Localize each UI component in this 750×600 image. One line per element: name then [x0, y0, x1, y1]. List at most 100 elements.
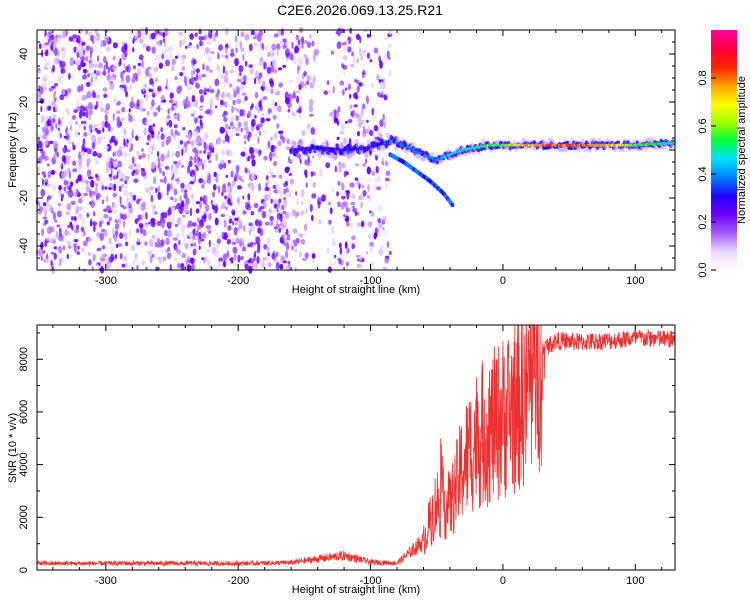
spectrogram-noise-blob	[304, 252, 309, 259]
spectrogram-noise-blob	[146, 110, 150, 117]
spectrogram-noise-blob	[198, 115, 203, 119]
spectrogram-noise-blob	[119, 253, 123, 260]
spectrogram-noise-blob	[285, 177, 291, 182]
spectrogram-noise-blob	[151, 208, 155, 217]
spectrogram-noise-blob	[81, 248, 85, 252]
spectrogram-noise-blob	[208, 69, 213, 73]
spectrogram-noise-blob	[68, 230, 71, 238]
spectrogram-noise-blob	[235, 115, 239, 122]
spectrogram-noise-blob	[206, 225, 210, 233]
spectrogram-noise-blob	[188, 42, 193, 46]
spectrogram-noise-blob	[87, 237, 92, 242]
spectrogram-noise-blob	[177, 144, 181, 149]
spectrogram-noise-blob	[376, 169, 379, 174]
spectrogram-noise-blob	[310, 171, 314, 177]
spectrogram-noise-blob	[43, 174, 47, 178]
spectrogram-noise-blob	[360, 50, 365, 59]
spectrogram-noise-blob	[366, 119, 369, 123]
spectrogram-noise-blob	[377, 229, 382, 238]
spectrogram-noise-blob	[43, 73, 48, 79]
spectrogram-noise-blob	[78, 206, 83, 211]
spectrogram-noise-blob	[298, 233, 304, 238]
spectrogram-noise-blob	[244, 60, 248, 67]
spectrogram-noise-blob	[351, 235, 356, 241]
spectrogram-noise-blob	[65, 154, 71, 160]
spectrogram-noise-blob	[121, 117, 125, 121]
spectrogram-noise-blob	[244, 263, 250, 270]
spectrogram-noise-blob	[261, 43, 265, 51]
spectrogram-noise-blob	[344, 241, 348, 249]
spectrogram-noise-blob	[88, 176, 94, 180]
spectrogram-noise-blob	[203, 86, 207, 94]
spectrogram-noise-blob	[355, 33, 361, 40]
spectrogram-noise-blob	[113, 95, 118, 104]
spectrogram-noise-blob	[327, 201, 332, 206]
spectrogram-noise-blob	[76, 188, 79, 195]
spectrogram-noise-blob	[194, 149, 199, 158]
spectrogram-noise-blob	[225, 124, 230, 130]
spectrogram-noise-blob	[42, 202, 47, 207]
spectrogram-noise-blob	[356, 114, 362, 123]
spectrogram-noise-blob	[129, 83, 132, 91]
spectrogram-noise-blob	[88, 113, 92, 121]
spectrogram-noise-blob	[382, 266, 387, 271]
spectrogram-noise-blob	[178, 240, 181, 246]
spectrogram-noise-blob	[117, 243, 122, 247]
spectrogram-noise-blob	[222, 140, 226, 144]
spectrogram-noise-blob	[145, 68, 150, 77]
spectrogram-noise-blob	[254, 91, 259, 99]
spectrogram-noise-blob	[148, 145, 152, 153]
spectrogram-noise-blob	[276, 223, 280, 229]
spectrogram-noise-blob	[158, 167, 163, 174]
spectrogram-noise-blob	[145, 94, 149, 101]
spectrogram-noise-blob	[376, 74, 380, 81]
spectrogram-noise-blob	[353, 104, 358, 108]
spectrogram-noise-blob	[264, 186, 270, 192]
spectrogram-noise-blob	[378, 244, 384, 250]
spectrogram-noise-blob	[340, 63, 345, 69]
spectrogram-noise-blob	[288, 172, 292, 177]
spectrogram-noise-blob	[40, 256, 44, 261]
spectrogram-noise-blob	[157, 185, 160, 194]
spectrogram-noise-blob	[249, 147, 252, 152]
spectrogram-noise-blob	[57, 76, 62, 83]
spectrogram-noise-blob	[297, 65, 301, 71]
spectrogram-noise-blob	[185, 197, 190, 205]
spectrogram-noise-blob	[346, 171, 349, 176]
spectrogram-noise-blob	[88, 109, 93, 115]
spectrogram-noise-blob	[191, 169, 196, 176]
spectrogram-noise-blob	[58, 147, 61, 152]
spectrogram-noise-blob	[80, 59, 85, 67]
spectrogram-noise-blob	[375, 155, 379, 161]
spectrogram-noise-blob	[362, 129, 367, 138]
spectrogram-noise-blob	[367, 221, 373, 228]
spectrogram-noise-blob	[220, 92, 226, 99]
snr-y-tick-label: 2000	[18, 505, 30, 529]
spectrogram-noise-blob	[230, 48, 234, 55]
spectrogram-noise-blob	[274, 102, 278, 107]
spectrogram-noise-blob	[310, 127, 316, 135]
spectrogram-noise-blob	[95, 70, 101, 76]
spectrogram-noise-blob	[188, 231, 193, 239]
spectrogram-noise-blob	[205, 143, 208, 152]
spectrogram-noise-blob	[284, 48, 290, 57]
spectrogram-noise-blob	[298, 106, 302, 115]
spectrogram-noise-blob	[257, 136, 260, 144]
spectrogram-noise-blob	[176, 217, 182, 226]
spectrogram-noise-blob	[115, 243, 119, 248]
spectrogram-noise-blob	[121, 107, 126, 113]
colorbar-tick-label: 0.6	[697, 118, 709, 133]
spectrogram-noise-blob	[377, 217, 382, 224]
spectrogram-noise-blob	[104, 120, 109, 128]
spectrogram-noise-blob	[156, 256, 162, 260]
spectrogram-noise-blob	[102, 127, 105, 133]
spectrogram-noise-blob	[152, 244, 155, 252]
spectrogram-noise-blob	[56, 224, 61, 228]
spectrogram-noise-blob	[216, 238, 221, 244]
spectrogram-noise-blob	[255, 236, 261, 245]
spectrogram-noise-blob	[37, 234, 41, 241]
spectrogram-noise-blob	[321, 194, 326, 202]
spectrogram-noise-blob	[230, 116, 234, 124]
spectrogram-noise-blob	[208, 33, 212, 38]
